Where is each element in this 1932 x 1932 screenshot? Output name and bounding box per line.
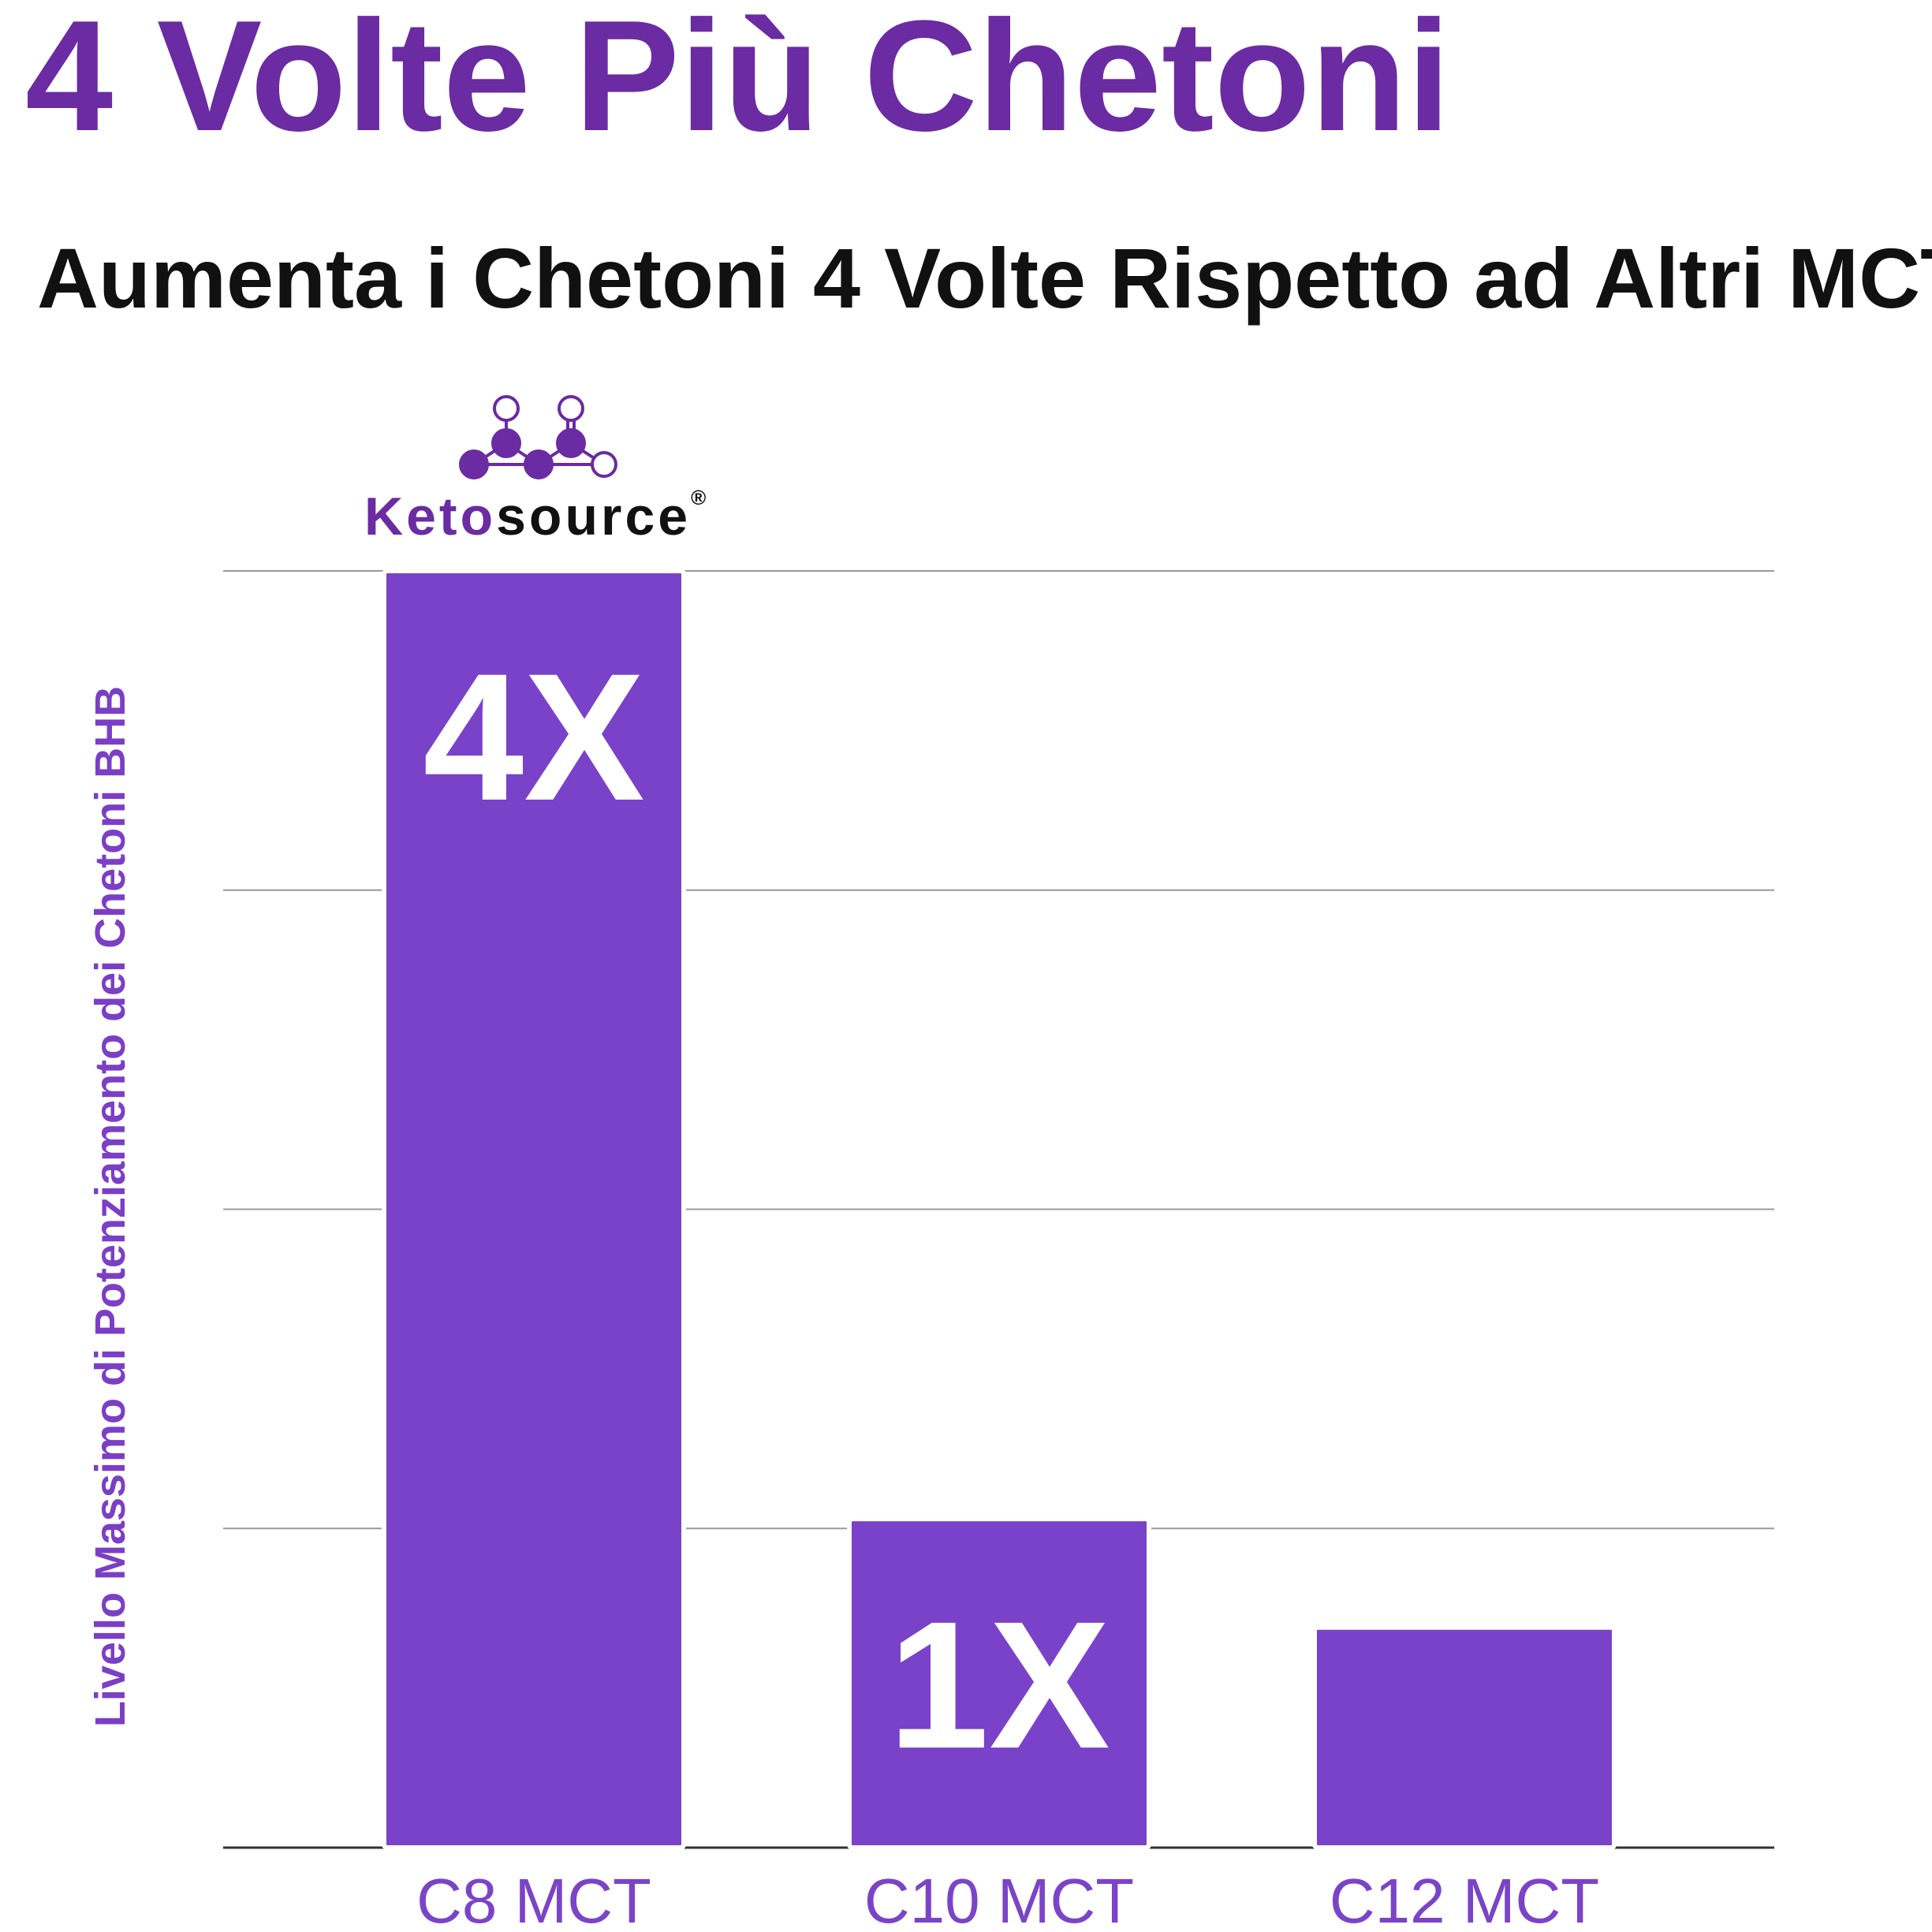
logo-brand-second: source (496, 487, 691, 546)
y-axis-label: Livello Massimo di Potenziamento dei Che… (87, 686, 134, 1727)
logo-text: Ketosource® (364, 486, 709, 546)
logo-registered: ® (691, 486, 709, 509)
logo-atom (491, 428, 521, 458)
x-tick-label: C12 MCT (1330, 1866, 1599, 1932)
logo-atom (556, 428, 586, 458)
value-label: 4X (423, 636, 644, 838)
logo-brand-first: Keto (364, 487, 496, 546)
chart-title: 4 Volte Più Chetoni (25, 0, 1451, 164)
bar (1312, 1624, 1617, 1850)
bar (382, 569, 686, 1850)
x-tick-label: C8 MCT (416, 1866, 651, 1932)
value-label: 1X (888, 1583, 1110, 1786)
logo-atom (591, 451, 617, 478)
logo-atom (493, 395, 520, 422)
logo-atom (524, 449, 554, 479)
logo-icon (459, 395, 617, 479)
x-tick-label: C10 MCT (864, 1866, 1134, 1932)
chart-subtitle: Aumenta i Chetoni 4 Volte Rispetto ad Al… (37, 230, 1932, 326)
logo-atom (459, 449, 489, 479)
bar (847, 1516, 1151, 1851)
logo-atom (558, 395, 584, 422)
